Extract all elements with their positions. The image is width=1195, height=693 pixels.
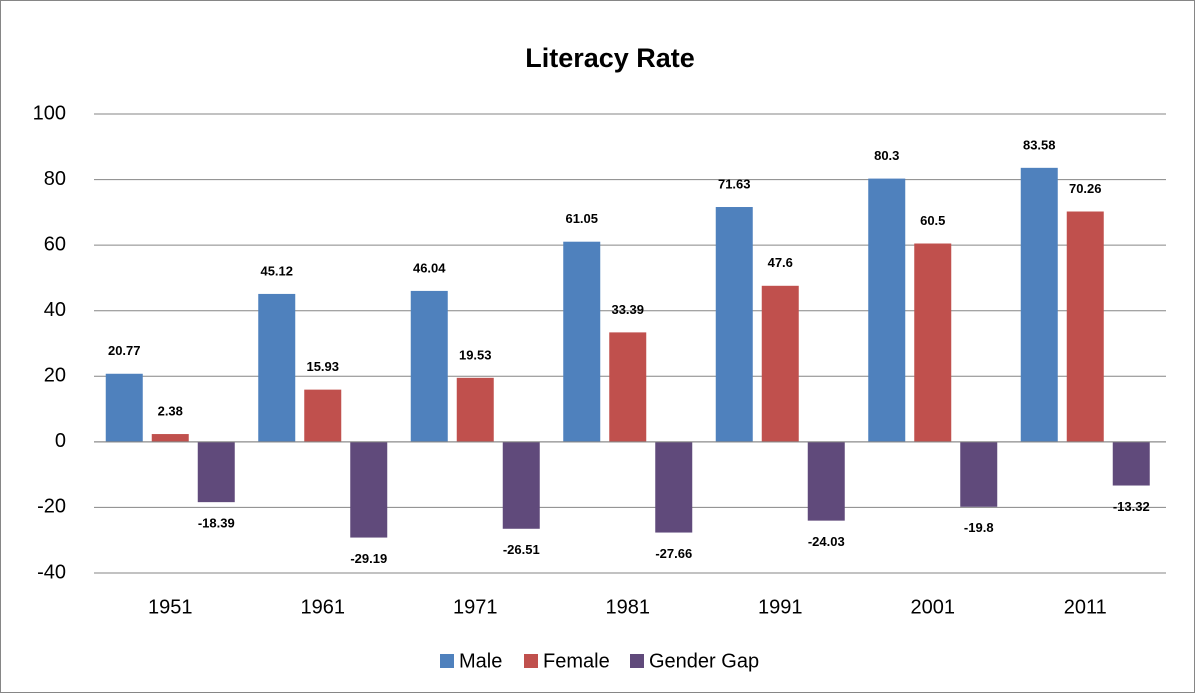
data-label: 47.6	[768, 255, 793, 270]
legend-label: Male	[459, 650, 502, 672]
data-label: 71.63	[718, 176, 751, 191]
bar	[197, 441, 235, 503]
bar	[502, 441, 540, 529]
y-tick-label: 20	[44, 365, 66, 387]
x-tick-label: 1951	[148, 596, 193, 618]
data-label: 19.53	[459, 347, 492, 362]
legend-swatch	[630, 654, 644, 668]
data-label: 61.05	[565, 211, 598, 226]
bar	[151, 434, 189, 442]
legend-label: Gender Gap	[649, 650, 759, 672]
data-label: 20.77	[108, 343, 141, 358]
data-label: -26.51	[503, 542, 540, 557]
bar	[1112, 441, 1150, 486]
data-label: 2.38	[158, 403, 183, 418]
x-tick-label: 2011	[1064, 596, 1107, 618]
bar	[258, 293, 296, 442]
x-tick-label: 1971	[453, 596, 498, 618]
bar	[563, 241, 601, 442]
data-label: 60.5	[920, 213, 945, 228]
data-label: 15.93	[306, 359, 339, 374]
y-tick-label: 40	[44, 299, 66, 321]
bar	[715, 207, 753, 442]
data-label: 80.3	[874, 148, 899, 163]
bar	[609, 332, 647, 442]
bar	[304, 389, 342, 442]
y-tick-label: -20	[37, 496, 66, 518]
data-label: -19.8	[964, 520, 994, 535]
bar	[761, 285, 799, 442]
bar	[410, 290, 448, 442]
data-label: -27.66	[655, 546, 692, 561]
y-tick-label: 0	[55, 430, 66, 452]
data-label: 83.58	[1023, 137, 1056, 152]
bar	[456, 377, 494, 442]
x-tick-label: 1981	[606, 596, 651, 618]
y-tick-label: 60	[44, 233, 66, 255]
data-label: 70.26	[1069, 181, 1102, 196]
legend-swatch	[440, 654, 454, 668]
chart-title: Literacy Rate	[525, 43, 695, 73]
data-label: 45.12	[260, 263, 293, 278]
x-tick-label: 2001	[911, 596, 956, 618]
y-tick-label: -40	[37, 561, 66, 583]
x-tick-label: 1991	[758, 596, 803, 618]
bar	[1020, 167, 1058, 442]
x-tick-label: 1961	[301, 596, 346, 618]
legend-label: Female	[543, 650, 610, 672]
bar	[350, 441, 388, 538]
legend-swatch	[524, 654, 538, 668]
data-label: -18.39	[198, 516, 235, 531]
bar	[960, 441, 998, 507]
y-tick-label: 100	[33, 102, 66, 124]
data-label: 33.39	[611, 302, 644, 317]
bar	[105, 373, 143, 442]
data-label: -13.32	[1113, 499, 1150, 514]
bar	[914, 243, 952, 442]
bar	[1066, 211, 1104, 442]
y-tick-label: 80	[44, 168, 66, 190]
data-label: -29.19	[350, 551, 387, 566]
bar	[655, 441, 693, 533]
bar	[807, 441, 845, 521]
data-label: -24.03	[808, 534, 845, 549]
bar	[868, 178, 906, 442]
data-label: 46.04	[413, 260, 446, 275]
